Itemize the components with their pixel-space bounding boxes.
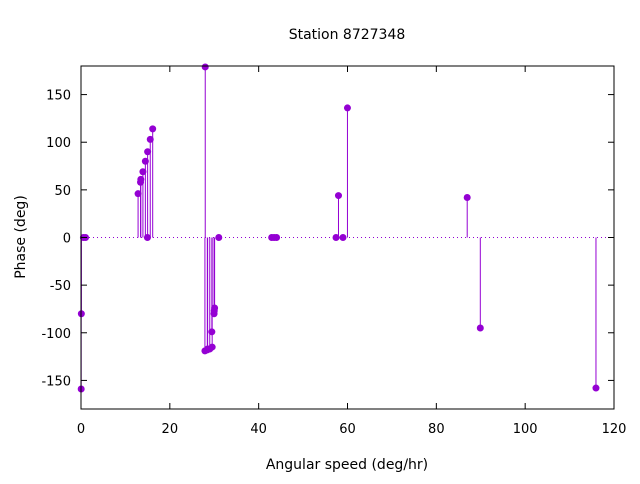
data-point [143,234,151,241]
data-point [476,324,484,332]
x-tick-label: 60 [339,422,356,437]
data-point [211,304,219,312]
x-tick-label: 120 [602,422,627,437]
data-point [208,328,216,336]
data-point [146,135,154,143]
x-tick-label: 100 [513,422,538,437]
axes-layer: 0 20 40 60 80 100 120 -150 -100 -50 0 50 100 150 [41,66,626,437]
data-point [144,148,152,156]
y-tick-label: -150 [41,374,71,389]
data-point [339,234,347,241]
data-point [141,157,149,165]
data-point [137,175,145,183]
y-axis-label: Phase (deg) [13,195,29,279]
data-point [215,234,223,241]
data-point [332,234,340,241]
y-tick-label: 150 [46,89,71,104]
x-tick-label: 40 [250,422,267,437]
y-tick-label: 0 [63,232,71,247]
y-tick-label: 100 [46,136,71,151]
data-point [208,343,216,351]
data-point [343,104,351,112]
data-point [273,234,281,241]
data-point [149,125,157,133]
data-point [201,63,209,71]
x-axis-label: Angular speed (deg/hr) [266,457,428,473]
y-tick-label: -50 [50,279,71,294]
data-point [334,192,342,200]
data-point [139,168,147,176]
x-tick-label: 20 [162,422,179,437]
data-point [134,190,142,198]
data-point [463,193,471,201]
x-tick-label: 0 [77,422,85,437]
plot-frame [80,65,615,410]
x-tick-label: 80 [428,422,445,437]
y-tick-label: 50 [54,184,71,199]
data-point [592,384,600,392]
y-tick-label: -100 [41,327,71,342]
point-layer [77,63,600,393]
chart-title: Station 8727348 [289,27,406,43]
